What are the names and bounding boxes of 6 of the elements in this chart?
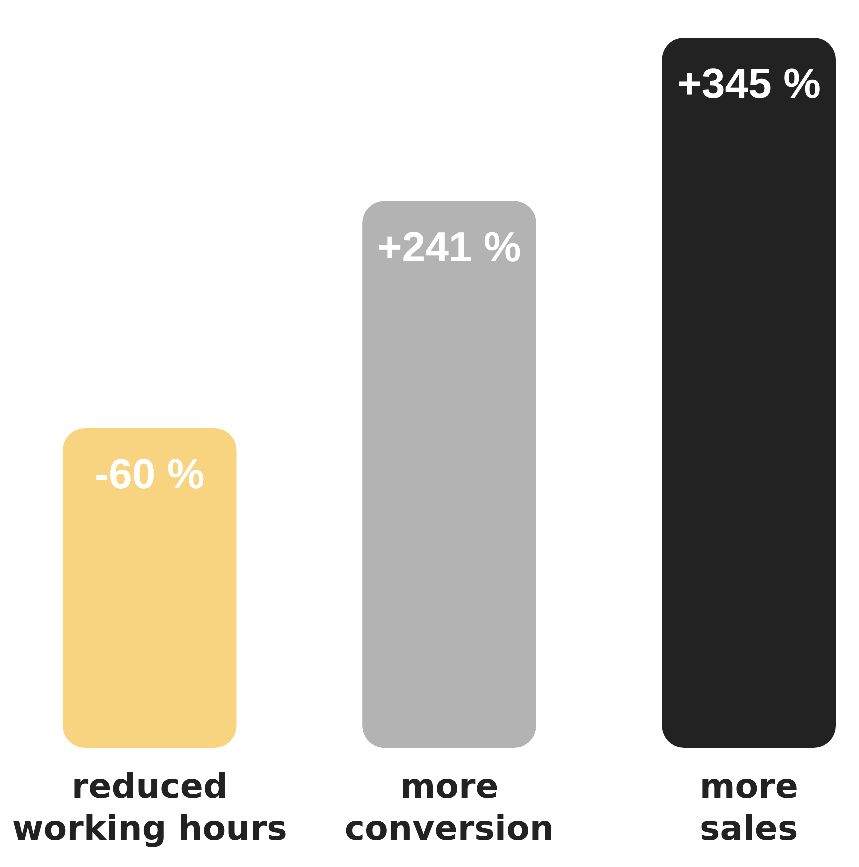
annotation: -60 % <box>95 450 205 498</box>
x-tick-label: reduced working hours <box>12 767 288 849</box>
x-tick-label: more sales <box>700 767 798 849</box>
x-tick-label: more conversion <box>344 767 554 849</box>
annotation: +345 % <box>677 60 821 107</box>
annotation: +241 % <box>378 223 522 270</box>
